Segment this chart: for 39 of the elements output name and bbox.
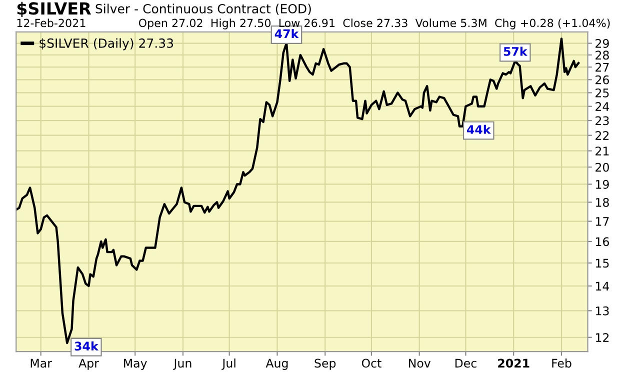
- y-tick-label: 26: [596, 75, 609, 84]
- annotation: 34k: [74, 341, 99, 351]
- chart-title: $SILVER: [17, 2, 92, 17]
- annotation: 44k: [467, 124, 491, 134]
- x-tick-label: 2021: [498, 358, 530, 368]
- x-tick-label: Nov: [408, 358, 431, 368]
- annotation: 57k: [504, 46, 528, 56]
- y-tick-label: 19: [596, 180, 609, 189]
- x-tick-label: May: [124, 358, 147, 370]
- y-tick-label: 21: [596, 146, 609, 156]
- y-tick-label: 22: [596, 131, 609, 140]
- y-tick-label: 15: [596, 258, 609, 268]
- annotation: 47k: [274, 29, 299, 38]
- y-tick-label: 12: [596, 333, 609, 342]
- y-tick-label: 25: [596, 88, 609, 98]
- x-tick-label: Jun: [173, 358, 192, 370]
- chart-subtitle: Silver - Continuous Contract (EOD): [96, 4, 311, 15]
- x-tick-label: Jul: [222, 358, 236, 370]
- x-tick-label: Feb: [552, 358, 572, 368]
- x-tick-label: Apr: [78, 358, 99, 370]
- y-tick-label: 23: [596, 116, 609, 126]
- y-tick-label: 29: [596, 38, 609, 48]
- y-tick-label: 27: [596, 62, 609, 72]
- legend-label: $SILVER (Daily) 27.33: [40, 38, 174, 50]
- y-tick-label: 13: [596, 306, 609, 316]
- x-tick-label: Oct: [362, 358, 382, 368]
- x-tick-label: Sep: [314, 358, 336, 370]
- x-tick-label: Dec: [455, 358, 476, 368]
- text: Open 27.02 High 27.50 Low 26.91 Close 27.33 Volume 5.3M Chg +0.28 (+1.04%): [138, 18, 610, 30]
- text: 12-Feb-2021: [17, 18, 86, 28]
- y-tick-label: 17: [596, 217, 609, 226]
- y-tick-label: 16: [596, 237, 609, 246]
- y-tick-label: 14: [596, 282, 610, 290]
- y-tick-label: 24: [596, 102, 610, 111]
- y-tick-label: 20: [596, 162, 609, 172]
- y-tick-label: 18: [596, 198, 609, 207]
- x-tick-label: Mar: [30, 358, 52, 368]
- x-tick-label: Aug: [266, 358, 288, 370]
- y-tick-label: 28: [596, 50, 609, 60]
